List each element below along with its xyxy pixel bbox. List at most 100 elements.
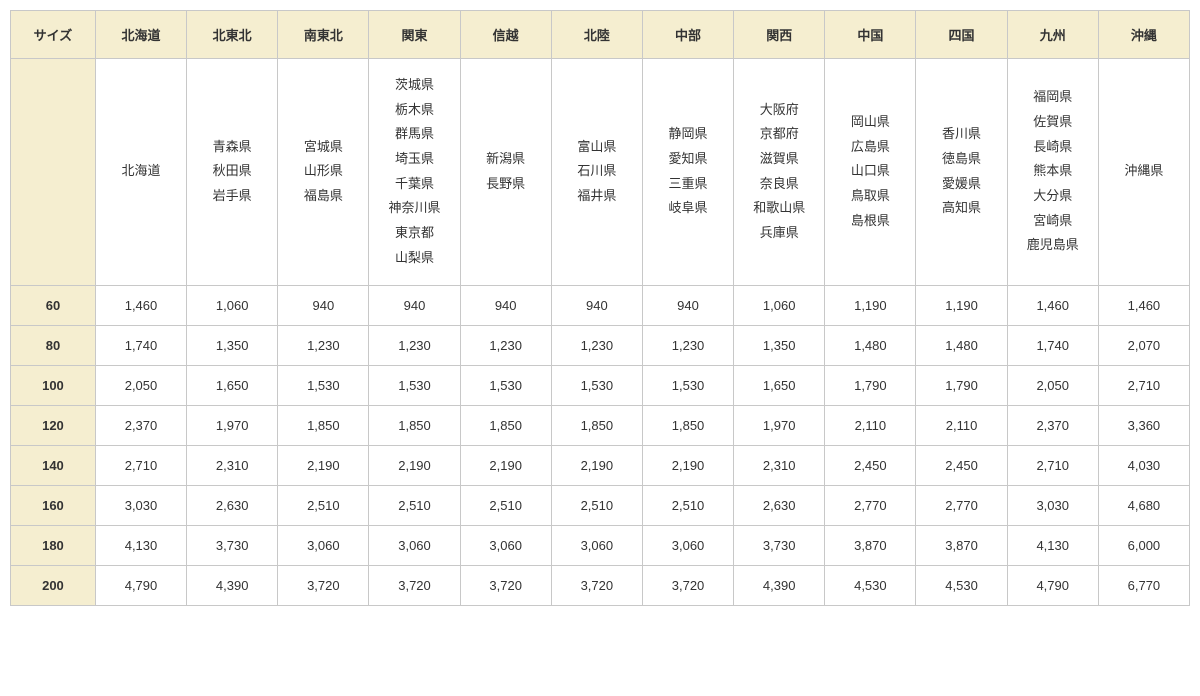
price-cell: 1,850 xyxy=(642,405,733,445)
price-cell: 2,710 xyxy=(1007,445,1098,485)
price-cell: 3,060 xyxy=(551,525,642,565)
price-cell: 1,740 xyxy=(95,325,186,365)
price-cell: 2,190 xyxy=(369,445,460,485)
price-cell: 4,130 xyxy=(1007,525,1098,565)
price-cell: 1,060 xyxy=(187,285,278,325)
prefecture-cell: 福岡県佐賀県長崎県熊本県大分県宮崎県鹿児島県 xyxy=(1007,59,1098,286)
price-cell: 3,720 xyxy=(460,565,551,605)
price-cell: 2,050 xyxy=(95,365,186,405)
header-row: サイズ 北海道 北東北 南東北 関東 信越 北陸 中部 関西 中国 四国 九州 … xyxy=(11,11,1190,59)
price-cell: 4,530 xyxy=(825,565,916,605)
price-cell: 940 xyxy=(369,285,460,325)
size-cell: 120 xyxy=(11,405,96,445)
price-cell: 1,190 xyxy=(916,285,1007,325)
price-cell: 3,730 xyxy=(734,525,825,565)
price-cell: 1,970 xyxy=(187,405,278,445)
price-cell: 1,460 xyxy=(1007,285,1098,325)
price-cell: 1,650 xyxy=(734,365,825,405)
price-cell: 2,450 xyxy=(825,445,916,485)
prefecture-cell: 香川県徳島県愛媛県高知県 xyxy=(916,59,1007,286)
prefecture-cell: 富山県石川県福井県 xyxy=(551,59,642,286)
price-cell: 2,070 xyxy=(1098,325,1189,365)
price-cell: 1,230 xyxy=(369,325,460,365)
price-cell: 1,530 xyxy=(278,365,369,405)
price-cell: 3,720 xyxy=(642,565,733,605)
price-cell: 2,710 xyxy=(95,445,186,485)
region-header: 沖縄 xyxy=(1098,11,1189,59)
prefecture-cell: 北海道 xyxy=(95,59,186,286)
price-cell: 2,770 xyxy=(916,485,1007,525)
price-cell: 3,720 xyxy=(369,565,460,605)
price-cell: 3,730 xyxy=(187,525,278,565)
price-cell: 2,190 xyxy=(278,445,369,485)
price-cell: 3,360 xyxy=(1098,405,1189,445)
price-cell: 2,190 xyxy=(460,445,551,485)
price-cell: 1,480 xyxy=(916,325,1007,365)
price-cell: 1,460 xyxy=(95,285,186,325)
prefecture-cell: 宮城県山形県福島県 xyxy=(278,59,369,286)
price-cell: 1,850 xyxy=(551,405,642,445)
price-cell: 1,230 xyxy=(278,325,369,365)
region-header: 信越 xyxy=(460,11,551,59)
price-cell: 940 xyxy=(278,285,369,325)
price-cell: 3,060 xyxy=(642,525,733,565)
region-header: 南東北 xyxy=(278,11,369,59)
price-cell: 1,850 xyxy=(369,405,460,445)
price-cell: 4,130 xyxy=(95,525,186,565)
price-cell: 1,350 xyxy=(734,325,825,365)
prefecture-row: 北海道 青森県秋田県岩手県 宮城県山形県福島県 茨城県栃木県群馬県埼玉県千葉県神… xyxy=(11,59,1190,286)
price-cell: 1,650 xyxy=(187,365,278,405)
size-header: サイズ xyxy=(11,11,96,59)
price-cell: 1,850 xyxy=(278,405,369,445)
price-cell: 1,460 xyxy=(1098,285,1189,325)
price-cell: 4,790 xyxy=(95,565,186,605)
price-cell: 2,110 xyxy=(825,405,916,445)
price-cell: 2,630 xyxy=(187,485,278,525)
prefecture-cell: 新潟県長野県 xyxy=(460,59,551,286)
table-row: 1202,3701,9701,8501,8501,8501,8501,8501,… xyxy=(11,405,1190,445)
prefecture-cell: 沖縄県 xyxy=(1098,59,1189,286)
price-cell: 2,510 xyxy=(369,485,460,525)
region-header: 北海道 xyxy=(95,11,186,59)
price-cell: 2,370 xyxy=(1007,405,1098,445)
table-row: 2004,7904,3903,7203,7203,7203,7203,7204,… xyxy=(11,565,1190,605)
price-cell: 1,060 xyxy=(734,285,825,325)
size-cell: 180 xyxy=(11,525,96,565)
price-cell: 6,770 xyxy=(1098,565,1189,605)
price-cell: 940 xyxy=(642,285,733,325)
price-cell: 1,850 xyxy=(460,405,551,445)
price-cell: 1,970 xyxy=(734,405,825,445)
price-cell: 3,030 xyxy=(95,485,186,525)
region-header: 関東 xyxy=(369,11,460,59)
price-cell: 2,190 xyxy=(642,445,733,485)
region-header: 四国 xyxy=(916,11,1007,59)
price-cell: 1,530 xyxy=(369,365,460,405)
prefecture-cell: 茨城県栃木県群馬県埼玉県千葉県神奈川県東京都山梨県 xyxy=(369,59,460,286)
region-header: 中部 xyxy=(642,11,733,59)
price-cell: 1,480 xyxy=(825,325,916,365)
price-cell: 2,310 xyxy=(734,445,825,485)
table-row: 1603,0302,6302,5102,5102,5102,5102,5102,… xyxy=(11,485,1190,525)
table-row: 1002,0501,6501,5301,5301,5301,5301,5301,… xyxy=(11,365,1190,405)
price-cell: 2,050 xyxy=(1007,365,1098,405)
price-cell: 3,030 xyxy=(1007,485,1098,525)
price-cell: 2,510 xyxy=(551,485,642,525)
price-cell: 1,230 xyxy=(460,325,551,365)
price-cell: 3,870 xyxy=(825,525,916,565)
size-cell: 160 xyxy=(11,485,96,525)
size-cell: 140 xyxy=(11,445,96,485)
price-cell: 1,230 xyxy=(551,325,642,365)
price-cell: 2,710 xyxy=(1098,365,1189,405)
price-cell: 2,510 xyxy=(642,485,733,525)
price-cell: 2,450 xyxy=(916,445,1007,485)
price-cell: 2,770 xyxy=(825,485,916,525)
price-cell: 1,530 xyxy=(460,365,551,405)
price-cell: 940 xyxy=(460,285,551,325)
price-cell: 4,790 xyxy=(1007,565,1098,605)
price-cell: 3,720 xyxy=(278,565,369,605)
price-cell: 3,060 xyxy=(278,525,369,565)
price-cell: 3,060 xyxy=(460,525,551,565)
region-header: 中国 xyxy=(825,11,916,59)
table-row: 601,4601,0609409409409409401,0601,1901,1… xyxy=(11,285,1190,325)
region-header: 北東北 xyxy=(187,11,278,59)
